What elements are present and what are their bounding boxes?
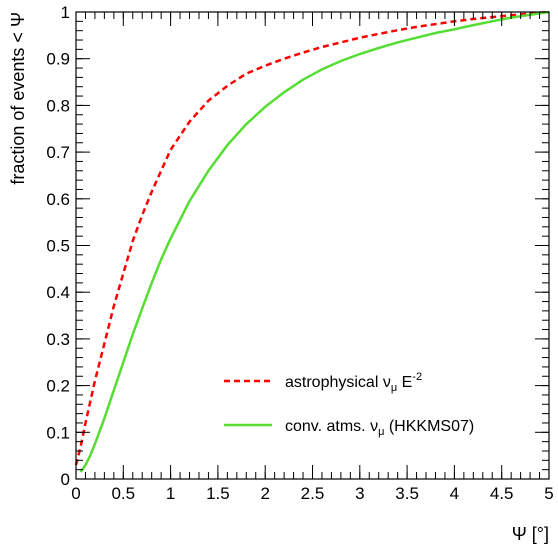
- y-tick-label: 1: [61, 3, 70, 22]
- x-tick-label: 2.5: [301, 484, 325, 503]
- x-tick-label: 3.5: [395, 484, 419, 503]
- y-tick-label: 0.1: [46, 423, 70, 442]
- y-tick-label: 0.5: [46, 237, 70, 256]
- legend-label-2: conv. atms. νμ (HKKMS07): [285, 418, 474, 438]
- y-tick-label: 0.3: [46, 330, 70, 349]
- y-axis-label: fraction of events < Ψ: [8, 12, 28, 185]
- legend: astrophysical νμ E-2 conv. atms. νμ (HKKM…: [224, 371, 474, 438]
- legend-label-1: astrophysical νμ E-2: [285, 371, 422, 394]
- x-tick-label: 4.5: [490, 484, 514, 503]
- series-line-1: [74, 10, 550, 466]
- x-tick-label: 0: [71, 484, 80, 503]
- x-tick-label: 0.5: [111, 484, 135, 503]
- x-tick-label: 4: [450, 484, 459, 503]
- x-axis-label: Ψ [°]: [512, 524, 549, 544]
- y-tick-label: 0.6: [46, 190, 70, 209]
- series-line-2: [79, 10, 550, 473]
- tick-labels: 0 0.5 1 1.5 2 2.5 3 3.5 4 4.5 5 0 0.1 0.2 0.3 0.4 0.5 0.6…: [46, 3, 553, 503]
- x-tick-label: 1.5: [206, 484, 230, 503]
- y-tick-label: 0.7: [46, 143, 70, 162]
- plot-frame: [75, 11, 550, 480]
- y-tick-label: 0.2: [46, 377, 70, 396]
- x-tick-label: 2: [260, 484, 269, 503]
- x-tick-label: 3: [355, 484, 364, 503]
- y-tick-label: 0.4: [46, 283, 70, 302]
- y-tick-label: 0: [61, 470, 70, 489]
- x-tick-label: 1: [166, 484, 175, 503]
- ticks-layer: [75, 11, 550, 480]
- x-tick-label: 5: [544, 484, 553, 503]
- y-tick-label: 0.9: [46, 50, 70, 69]
- y-tick-label: 0.8: [46, 96, 70, 115]
- series-layer: [74, 10, 550, 473]
